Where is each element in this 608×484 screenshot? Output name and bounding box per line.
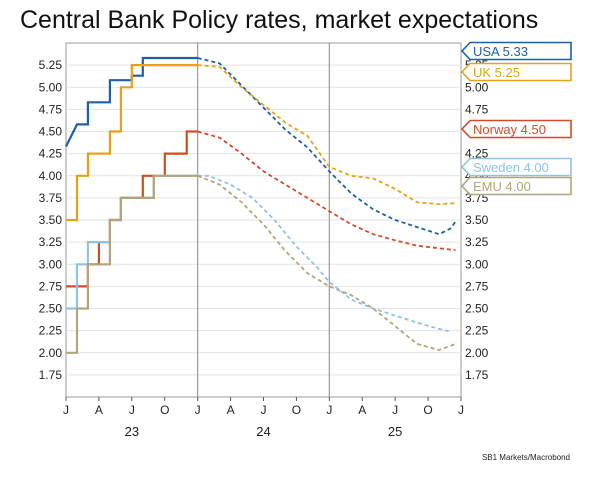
- y-tick-label-right: 4.25: [465, 147, 489, 161]
- x-month-label: J: [392, 403, 398, 417]
- y-tick-label-left: 4.25: [39, 147, 63, 161]
- y-tick-label-right: 2.25: [465, 324, 489, 338]
- series-emu-expectations: [197, 174, 456, 352]
- source-note: SB1 Markets/Macrobond: [481, 453, 570, 462]
- series-norway-expectations: [197, 130, 456, 251]
- label-emu: EMU 4.00: [473, 179, 531, 194]
- y-tick-label-right: 5.00: [465, 80, 489, 94]
- y-tick-label-right: 2.50: [465, 302, 489, 316]
- label-box-norway: [460, 119, 572, 139]
- x-year-label: 23: [125, 424, 139, 439]
- series-emu-history: [66, 174, 198, 354]
- x-month-label: J: [63, 403, 69, 417]
- y-tick-label-left: 4.75: [39, 102, 63, 116]
- y-tick-label-left: 4.50: [39, 125, 63, 139]
- y-tick-label-left: 3.75: [39, 191, 63, 205]
- x-month-label: A: [95, 403, 103, 417]
- series-usa-expectations: [197, 57, 457, 236]
- y-tick-label-left: 2.50: [39, 302, 63, 316]
- y-tick-label-left: 5.00: [39, 80, 63, 94]
- x-month-label: O: [423, 403, 432, 417]
- x-month-label: A: [358, 403, 366, 417]
- y-tick-label-left: 1.75: [39, 368, 63, 382]
- x-year-label: 25: [388, 424, 402, 439]
- y-tick-label-right: 3.25: [465, 235, 489, 249]
- label-box-sweden: [460, 157, 572, 177]
- label-box-uk: [460, 62, 572, 82]
- label-uk: UK 5.25: [473, 65, 520, 80]
- y-tick-label-right: 2.75: [465, 279, 489, 293]
- label-box-emu: [460, 176, 572, 196]
- y-tick-label-right: 3.50: [465, 213, 489, 227]
- y-tick-label-left: 3.25: [39, 235, 63, 249]
- x-month-label: J: [326, 403, 332, 417]
- y-tick-label-left: 5.25: [39, 58, 63, 72]
- series-uk-history: [66, 63, 198, 222]
- x-month-label: O: [160, 403, 169, 417]
- x-month-label: J: [129, 403, 135, 417]
- y-tick-label-right: 1.75: [465, 368, 489, 382]
- series-uk-expectations: [197, 64, 456, 206]
- x-month-label: J: [458, 403, 464, 417]
- series-sweden-expectations: [197, 174, 451, 333]
- y-tick-label-left: 2.25: [39, 324, 63, 338]
- label-usa: USA 5.33: [473, 44, 528, 59]
- x-month-label: O: [292, 403, 301, 417]
- y-tick-label-right: 3.00: [465, 257, 489, 271]
- x-month-label: J: [261, 403, 267, 417]
- y-tick-label-left: 3.00: [39, 257, 63, 271]
- x-month-label: A: [227, 403, 235, 417]
- y-tick-label-left: 2.00: [39, 346, 63, 360]
- label-box-usa: [460, 41, 572, 61]
- y-tick-label-right: 4.75: [465, 102, 489, 116]
- series-usa-history: [65, 56, 198, 147]
- y-tick-label-left: 2.75: [39, 279, 63, 293]
- y-tick-label-left: 4.00: [39, 169, 63, 183]
- series-norway-history: [66, 130, 198, 288]
- x-month-label: J: [195, 403, 201, 417]
- label-sweden: Sweden 4.00: [473, 160, 549, 175]
- y-tick-label-left: 3.50: [39, 213, 63, 227]
- y-tick-label-right: 2.00: [465, 346, 489, 360]
- chart-title: Central Bank Policy rates, market expect…: [20, 6, 539, 34]
- x-year-label: 24: [256, 424, 270, 439]
- label-norway: Norway 4.50: [473, 122, 546, 137]
